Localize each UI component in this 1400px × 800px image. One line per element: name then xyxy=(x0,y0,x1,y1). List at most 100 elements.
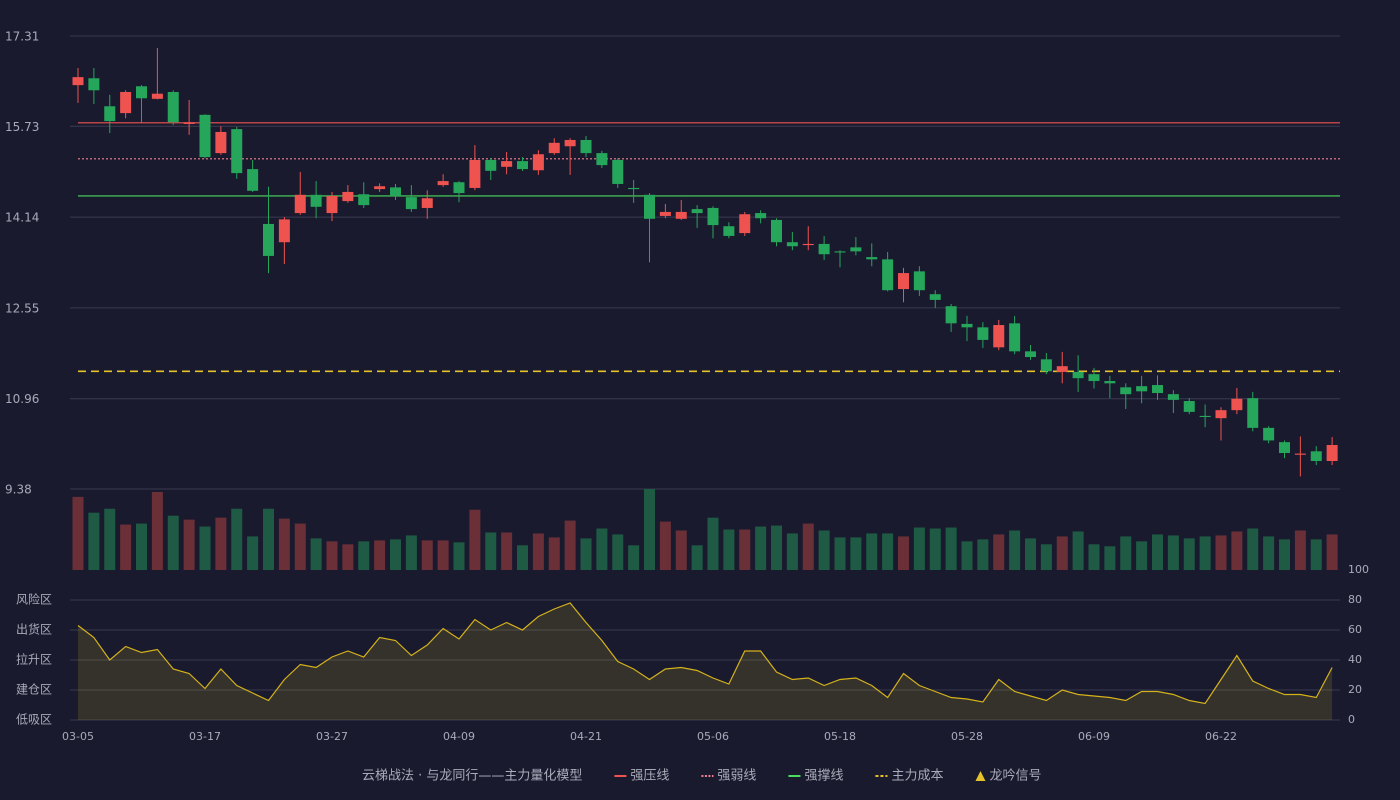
candle-body xyxy=(294,194,306,214)
volume-bar xyxy=(723,529,735,570)
candle-body xyxy=(1310,451,1322,462)
volume-bar xyxy=(342,544,354,570)
candle-body xyxy=(866,257,878,260)
y-tick-label: 10.96 xyxy=(5,392,39,406)
volume-bar xyxy=(1231,531,1243,570)
candle-body xyxy=(1009,323,1021,352)
volume-bar xyxy=(501,532,513,570)
volume-bar xyxy=(755,526,767,570)
candle-body xyxy=(1152,385,1163,394)
volume-bar xyxy=(1263,536,1275,570)
volume-bar xyxy=(1072,531,1084,570)
x-tick-label: 03-27 xyxy=(316,730,348,743)
candle-body xyxy=(596,153,608,166)
volume-bar xyxy=(707,517,719,570)
candle-body xyxy=(167,91,179,123)
volume-bar xyxy=(691,545,703,570)
volume-bar xyxy=(993,534,1005,570)
candle-body xyxy=(437,181,449,186)
volume-bar xyxy=(866,533,878,570)
candle-body xyxy=(612,159,624,184)
zone-label: 拉升区 xyxy=(16,652,52,667)
candle-body xyxy=(532,154,544,171)
candle-body xyxy=(1167,394,1179,400)
candle-body xyxy=(72,77,84,86)
volume-bar xyxy=(136,523,147,570)
volume-bar xyxy=(469,509,481,570)
volume-bar xyxy=(1152,534,1163,570)
volume-bar xyxy=(1009,530,1021,570)
volume-bar xyxy=(247,536,259,570)
volume-bar xyxy=(945,527,957,570)
y2-tick-label: 80 xyxy=(1348,593,1362,606)
volume-bar xyxy=(405,535,417,570)
volume-bar xyxy=(898,536,909,570)
y-tick-label: 12.55 xyxy=(5,301,39,315)
volume-bar xyxy=(961,541,973,570)
candle-body xyxy=(1199,415,1211,418)
zone-label: 风险区 xyxy=(16,592,52,607)
volume-bar xyxy=(183,519,195,570)
candle-body xyxy=(421,198,433,208)
y-tick-label: 15.73 xyxy=(5,120,39,134)
candle-body xyxy=(580,139,592,154)
x-tick-label: 06-09 xyxy=(1078,730,1110,743)
volume-bar xyxy=(1215,535,1227,570)
volume-bar xyxy=(929,528,941,570)
volume-bar xyxy=(913,527,925,570)
candle-body xyxy=(1247,398,1259,428)
candle-body xyxy=(691,209,703,214)
volume-bar xyxy=(818,530,830,570)
candle-body xyxy=(247,169,259,191)
oscillator-line xyxy=(77,602,1333,705)
candle-body xyxy=(1215,410,1227,419)
volume-bar xyxy=(215,517,227,570)
legend-label: 强压线 xyxy=(630,769,669,784)
volume-bar xyxy=(1136,541,1148,570)
candle-body xyxy=(723,226,735,236)
volume-bar xyxy=(167,515,179,570)
candle-body xyxy=(659,211,671,216)
volume-bar xyxy=(1104,546,1116,570)
candle-body xyxy=(405,197,417,210)
candle-body xyxy=(1279,442,1290,454)
candle-body xyxy=(342,191,354,202)
volume-bar xyxy=(278,518,290,570)
volume-bar xyxy=(802,523,814,570)
legend-label: 强弱线 xyxy=(717,769,756,784)
legend-label: 主力成本 xyxy=(891,769,943,784)
candle-body xyxy=(136,86,147,99)
candle-body xyxy=(358,194,370,206)
candle-body xyxy=(755,213,767,219)
x-tick-label: 05-06 xyxy=(697,730,729,743)
volume-bar xyxy=(850,537,862,570)
volume-bar xyxy=(294,523,306,570)
volume-bar xyxy=(1120,536,1132,570)
candle-body xyxy=(374,186,386,190)
legend-label: 龙吟信号 xyxy=(989,768,1041,784)
candle-body xyxy=(1088,374,1100,382)
y-tick-label: 14.14 xyxy=(5,211,39,225)
zone-label: 建仓区 xyxy=(16,683,52,697)
volume-bar xyxy=(104,508,116,570)
x-tick-label: 03-17 xyxy=(189,730,221,743)
volume-bar xyxy=(1025,538,1036,570)
volume-bar xyxy=(72,496,84,570)
candle-body xyxy=(1056,366,1068,372)
y2-tick-label: 0 xyxy=(1348,713,1355,726)
volume-bar xyxy=(564,520,576,570)
candle-body xyxy=(453,182,465,194)
y-tick-label: 9.38 xyxy=(5,483,32,497)
volume-bar xyxy=(199,526,211,570)
volume-bar xyxy=(326,541,338,570)
volume-bar xyxy=(675,530,687,570)
candle-body xyxy=(786,242,798,247)
candle-body xyxy=(675,211,687,219)
candle-body xyxy=(929,294,941,300)
volume-bar xyxy=(882,533,894,570)
volume-bar xyxy=(88,512,100,570)
volume-bar xyxy=(1326,534,1338,570)
volume-bar xyxy=(120,524,132,570)
y2-tick-label: 60 xyxy=(1348,623,1362,636)
candle-body xyxy=(1136,386,1148,392)
